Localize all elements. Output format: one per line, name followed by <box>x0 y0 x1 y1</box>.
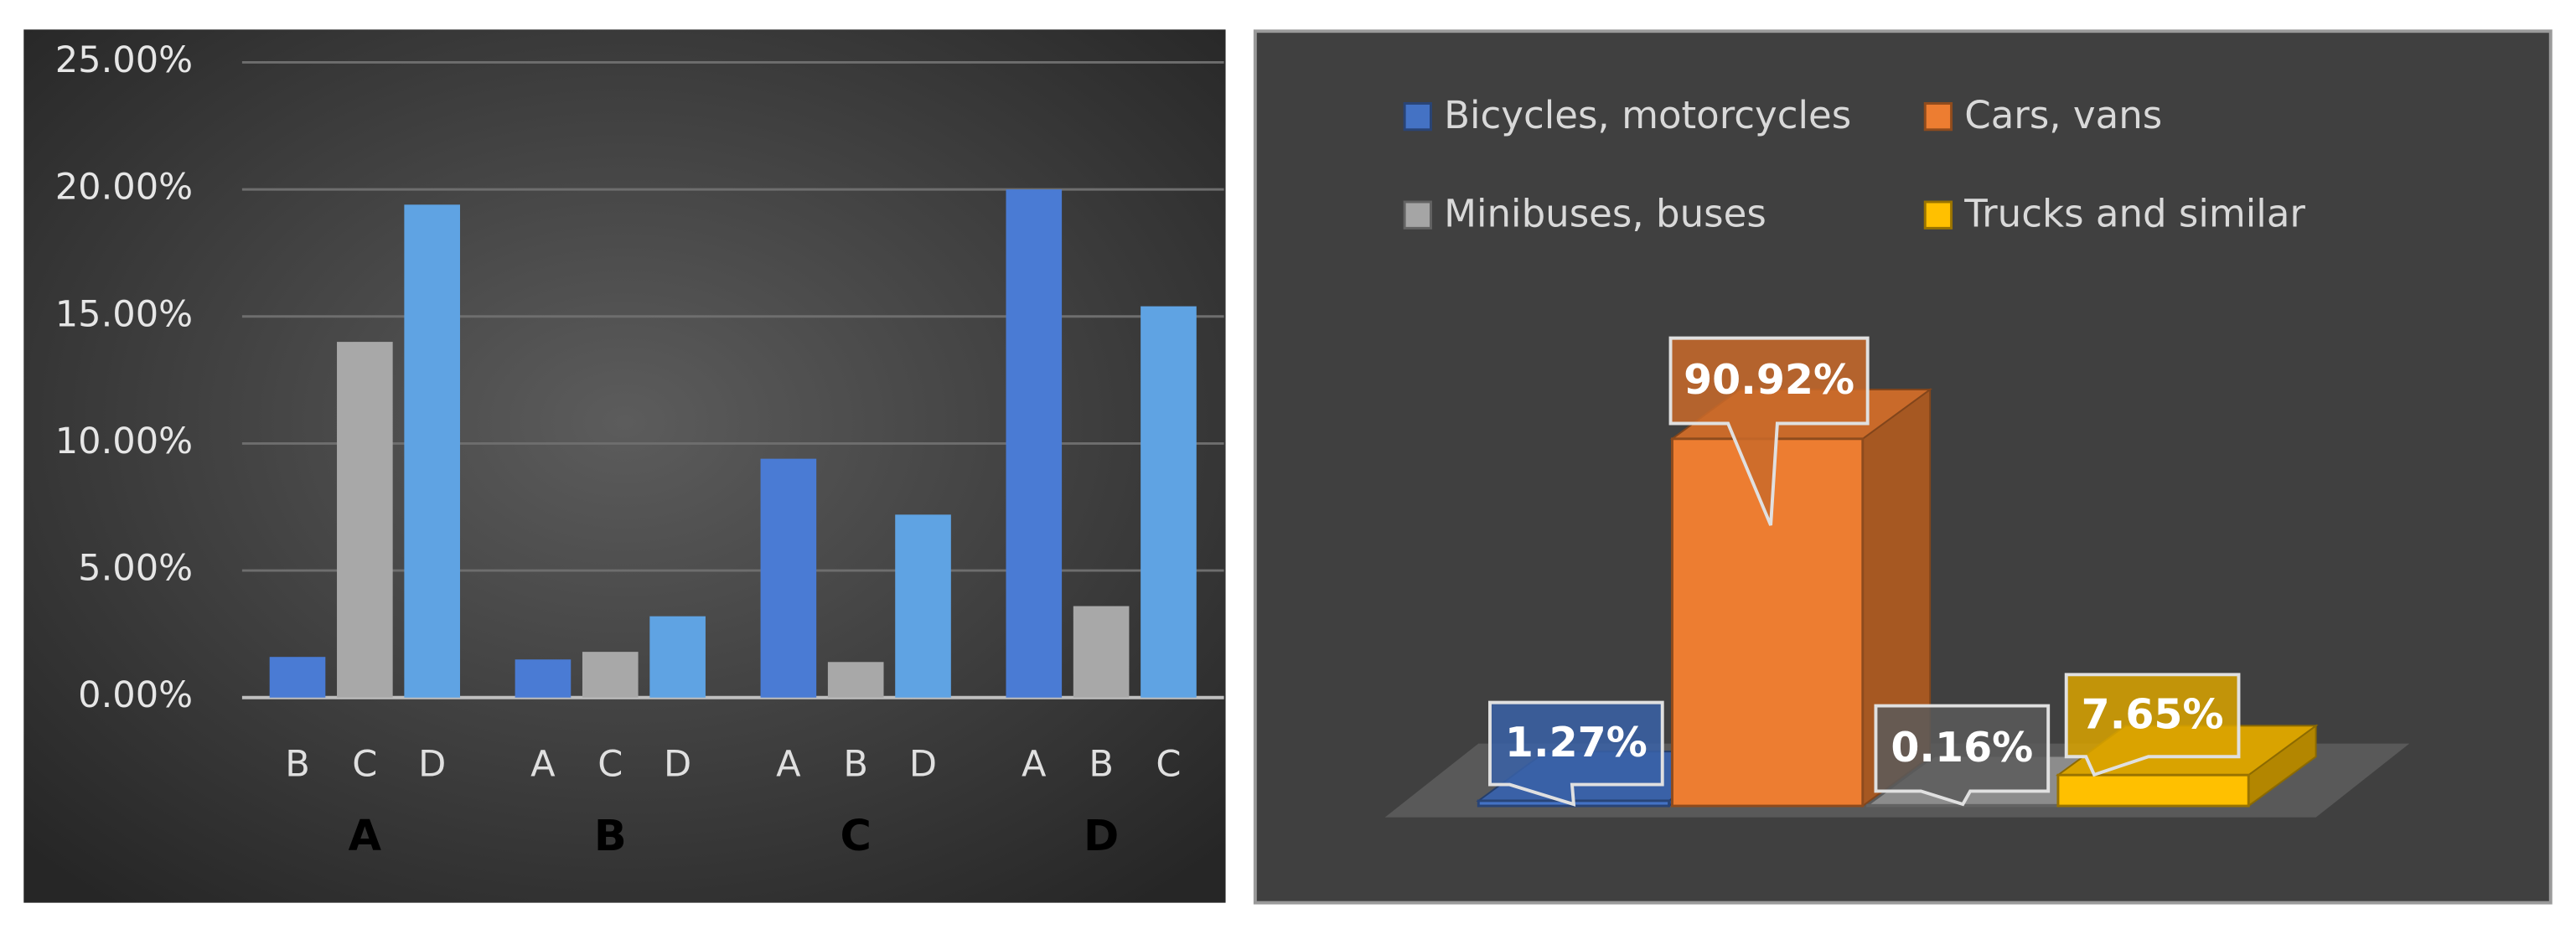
group-label: A <box>349 812 382 861</box>
data-label: 0.16% <box>1891 724 2033 772</box>
y-tick-label: 15.00% <box>55 293 193 335</box>
bar <box>1141 306 1197 698</box>
legend-label: Minibuses, buses <box>1444 192 1766 236</box>
bar <box>649 616 706 698</box>
legend-label: Bicycles, motorcycles <box>1444 93 1851 137</box>
x-tick-label: D <box>418 744 446 786</box>
x-tick-label: D <box>664 744 691 786</box>
legend-swatch <box>1403 101 1432 132</box>
x-tick-label: B <box>843 744 868 786</box>
legend-label: Trucks and similar <box>1963 192 2305 236</box>
bar <box>895 514 951 698</box>
y-tick-label: 25.00% <box>55 39 193 81</box>
x-tick-label: C <box>352 744 377 786</box>
group-label: D <box>1084 812 1119 861</box>
bar <box>2056 773 2250 808</box>
data-label: 7.65% <box>2082 691 2224 739</box>
x-tick-label: A <box>1022 744 1047 786</box>
legend-label: Cars, vans <box>1964 93 2162 137</box>
bar <box>404 204 460 698</box>
legend-swatch <box>1923 101 1953 132</box>
legend-swatch <box>1403 200 1432 230</box>
bar <box>269 657 326 698</box>
callout <box>2064 673 2241 777</box>
bar <box>515 659 572 698</box>
legend-swatch <box>1923 200 1953 230</box>
y-tick-label: 5.00% <box>78 548 193 590</box>
y-tick-label: 10.00% <box>55 421 193 462</box>
x-tick-label: B <box>285 744 310 786</box>
bar <box>827 662 884 698</box>
bar <box>1073 606 1130 698</box>
y-tick-label: 20.00% <box>55 167 193 209</box>
bar <box>760 458 817 698</box>
bar <box>1006 189 1063 698</box>
callout <box>1668 336 1870 526</box>
callout <box>1874 704 2051 807</box>
x-tick-label: C <box>1156 744 1181 786</box>
callout <box>1488 700 1664 807</box>
x-tick-label: A <box>530 744 556 786</box>
x-tick-label: C <box>597 744 623 786</box>
y-tick-label: 0.00% <box>78 674 193 716</box>
bar <box>337 342 393 698</box>
x-tick-label: D <box>909 744 937 786</box>
group-label: B <box>594 812 627 861</box>
data-label: 90.92% <box>1684 356 1854 404</box>
x-tick-label: B <box>1089 744 1114 786</box>
group-label: C <box>841 812 872 861</box>
bar <box>582 652 639 698</box>
data-label: 1.27% <box>1505 719 1648 766</box>
x-tick-label: A <box>776 744 801 786</box>
